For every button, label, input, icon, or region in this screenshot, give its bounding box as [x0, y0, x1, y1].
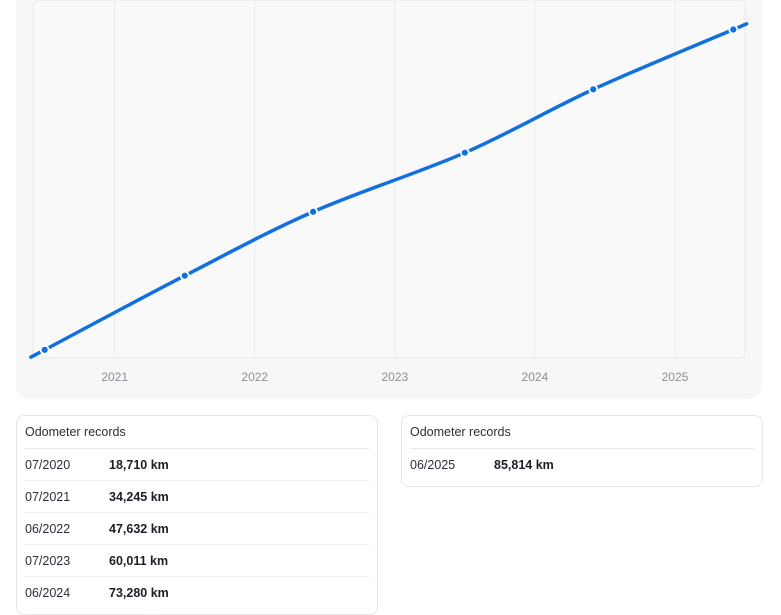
x-tick-label: 2024	[522, 370, 549, 384]
chart-card: 2021 2022 2023 2024 2025	[16, 0, 762, 399]
record-km: 18,710 km	[109, 457, 169, 472]
odometer-series-line	[29, 22, 749, 359]
x-tick-label: 2025	[662, 370, 689, 384]
record-date: 06/2025	[410, 457, 456, 472]
x-tick-label: 2021	[101, 370, 128, 384]
record-km: 34,245 km	[109, 489, 169, 504]
data-point	[588, 84, 599, 95]
records-title: Odometer records	[410, 416, 754, 449]
records-title: Odometer records	[25, 416, 369, 449]
data-point	[39, 344, 50, 355]
record-row: 07/2020 18,710 km	[25, 449, 369, 481]
x-tick-label: 2022	[241, 370, 268, 384]
data-point	[308, 206, 319, 217]
record-date: 07/2023	[25, 553, 71, 568]
record-km: 47,632 km	[109, 521, 169, 536]
record-date: 06/2022	[25, 521, 71, 536]
record-row: 06/2024 73,280 km	[25, 577, 369, 608]
records-card-right: Odometer records 06/2025 85,814 km	[401, 415, 763, 487]
data-point	[728, 24, 739, 35]
records-list: 07/2020 18,710 km 07/2021 34,245 km 06/2…	[25, 449, 369, 608]
x-tick-label: 2023	[381, 370, 408, 384]
record-km: 60,011 km	[109, 553, 169, 568]
record-date: 07/2020	[25, 457, 71, 472]
records-list: 06/2025 85,814 km	[410, 449, 754, 480]
records-card-left: Odometer records 07/2020 18,710 km 07/20…	[16, 415, 378, 615]
record-row: 07/2021 34,245 km	[25, 481, 369, 513]
record-row: 07/2023 60,011 km	[25, 545, 369, 577]
record-km: 73,280 km	[109, 585, 169, 600]
record-km: 85,814 km	[494, 457, 554, 472]
plot-area	[32, 0, 746, 359]
odometer-line-chart: 2021 2022 2023 2024 2025	[29, 0, 749, 384]
data-point	[179, 270, 190, 281]
record-date: 07/2021	[25, 489, 71, 504]
record-date: 06/2024	[25, 585, 71, 600]
record-row: 06/2022 47,632 km	[25, 513, 369, 545]
record-row: 06/2025 85,814 km	[410, 449, 754, 480]
data-point	[459, 147, 470, 158]
